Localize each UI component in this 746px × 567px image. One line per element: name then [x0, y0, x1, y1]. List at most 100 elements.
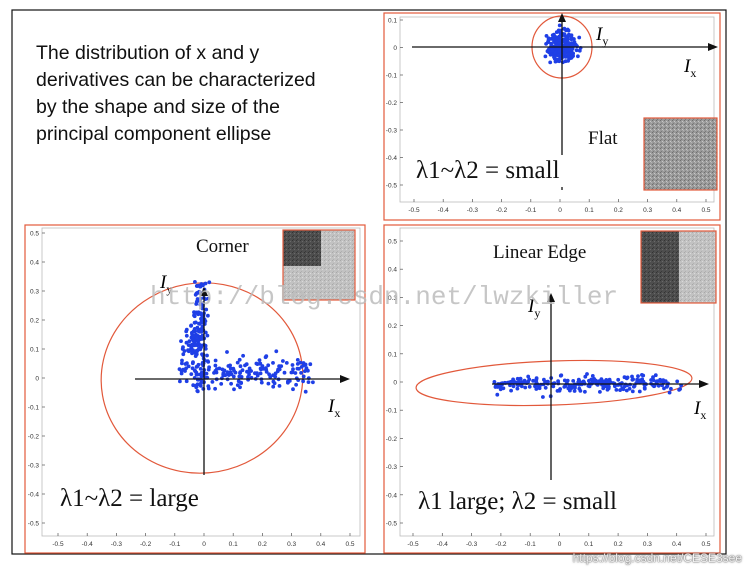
corner-ix-label: Ix	[328, 396, 341, 420]
scatter-point	[526, 379, 531, 384]
scatter-point	[605, 379, 610, 383]
scatter-point	[203, 281, 208, 286]
scatter-point	[205, 353, 209, 358]
scatter-point	[232, 387, 236, 392]
scatter-point	[247, 369, 251, 374]
edge-y-ticks: 0.5 0.4 0.3 0.2 0.1 0 -0.1 -0.2 -0.3 -0.4 -0.5	[386, 239, 403, 528]
y-tick-label: 0	[393, 380, 397, 387]
intro-line: by the shape and size of the	[36, 96, 280, 118]
x-tick-label: 0.3	[643, 207, 652, 214]
scatter-point	[271, 379, 276, 384]
scatter-point	[558, 373, 563, 378]
x-tick-label: 0.5	[701, 541, 710, 548]
scatter-point	[665, 383, 670, 388]
scatter-point	[205, 333, 210, 338]
scatter-point	[177, 367, 182, 371]
scatter-point	[553, 54, 557, 59]
scatter-point	[571, 51, 575, 56]
scatter-point	[291, 367, 295, 372]
scatter-point	[196, 338, 201, 343]
scatter-point	[565, 41, 570, 46]
scatter-point	[193, 280, 197, 284]
scatter-point	[194, 350, 199, 354]
scatter-point	[598, 390, 602, 394]
scatter-point	[223, 373, 228, 378]
scatter-point	[194, 383, 198, 388]
scatter-point	[587, 384, 592, 389]
corner-texture-thumbnail	[282, 229, 356, 301]
scatter-point	[570, 43, 575, 48]
x-tick-label: -0.1	[525, 207, 537, 214]
scatter-point	[187, 339, 192, 344]
outer-frame	[11, 9, 727, 555]
x-tick-label: -0.5	[407, 541, 419, 548]
scatter-point	[206, 313, 210, 318]
scatter-point	[544, 34, 549, 38]
scatter-point	[542, 377, 546, 382]
y-tick-label: -0.2	[28, 434, 40, 441]
scatter-point	[290, 363, 295, 367]
scatter-point	[632, 383, 637, 388]
scatter-point	[577, 35, 582, 40]
scatter-point	[605, 387, 610, 392]
scatter-point	[662, 386, 666, 391]
scatter-point	[199, 381, 203, 385]
scatter-point	[290, 370, 295, 375]
scatter-point	[533, 384, 537, 389]
scatter-point	[299, 371, 303, 375]
x-tick-label: -0.4	[437, 541, 449, 548]
scatter-point	[228, 366, 233, 371]
scatter-point	[233, 370, 238, 375]
scatter-point	[198, 367, 203, 371]
scatter-point	[553, 50, 558, 55]
x-tick-label: -0.4	[82, 541, 94, 548]
scatter-point	[271, 361, 275, 365]
scatter-point	[565, 37, 570, 41]
scatter-point	[677, 388, 681, 392]
x-tick-label: -0.3	[467, 207, 479, 214]
scatter-point	[550, 49, 555, 53]
scatter-point	[199, 326, 204, 331]
flat-ix-label: Ix	[684, 56, 697, 80]
scatter-point	[194, 372, 199, 377]
y-tick-label: 0.2	[388, 323, 397, 330]
scatter-point	[198, 335, 203, 340]
scatter-point	[258, 371, 263, 376]
scatter-point	[259, 380, 264, 385]
scatter-point	[565, 48, 570, 53]
scatter-point	[206, 367, 211, 372]
scatter-point	[573, 385, 577, 390]
scatter-point	[184, 340, 189, 345]
scatter-point	[523, 385, 528, 390]
scatter-point	[306, 380, 311, 384]
scatter-point	[237, 357, 242, 362]
scatter-point	[240, 368, 245, 373]
scatter-point	[492, 380, 497, 384]
scatter-point	[197, 298, 202, 303]
flat-x-ticks: -0.5 -0.4 -0.3 -0.2 -0.1 0 0.1 0.2 0.3 0.4 0.5	[408, 199, 711, 214]
corner-y-ticks: 0.5 0.4 0.3 0.2 0.1 0 -0.1 -0.2 -0.3 -0.4 -0.5	[28, 231, 45, 528]
scatter-point	[195, 364, 200, 369]
flat-iy-label: Iy	[596, 24, 609, 48]
scatter-point	[303, 369, 307, 373]
scatter-point	[198, 302, 203, 307]
scatter-point	[527, 384, 532, 389]
scatter-point	[571, 379, 576, 383]
scatter-point	[618, 388, 622, 392]
scatter-point	[630, 374, 634, 379]
scatter-point	[566, 52, 571, 57]
corner-eigen-label: λ1~λ2 = large	[52, 483, 207, 515]
scatter-point	[267, 372, 271, 377]
scatter-point	[194, 291, 199, 296]
scatter-point	[518, 376, 523, 381]
scatter-point	[210, 380, 215, 384]
scatter-point	[590, 374, 595, 378]
scatter-point	[641, 373, 646, 378]
scatter-point	[206, 386, 211, 391]
scatter-point	[213, 363, 218, 368]
scatter-point	[180, 358, 184, 363]
scatter-point	[301, 374, 306, 379]
scatter-point	[226, 364, 231, 368]
scatter-point	[562, 378, 567, 383]
y-tick-label: 0.1	[30, 347, 39, 354]
